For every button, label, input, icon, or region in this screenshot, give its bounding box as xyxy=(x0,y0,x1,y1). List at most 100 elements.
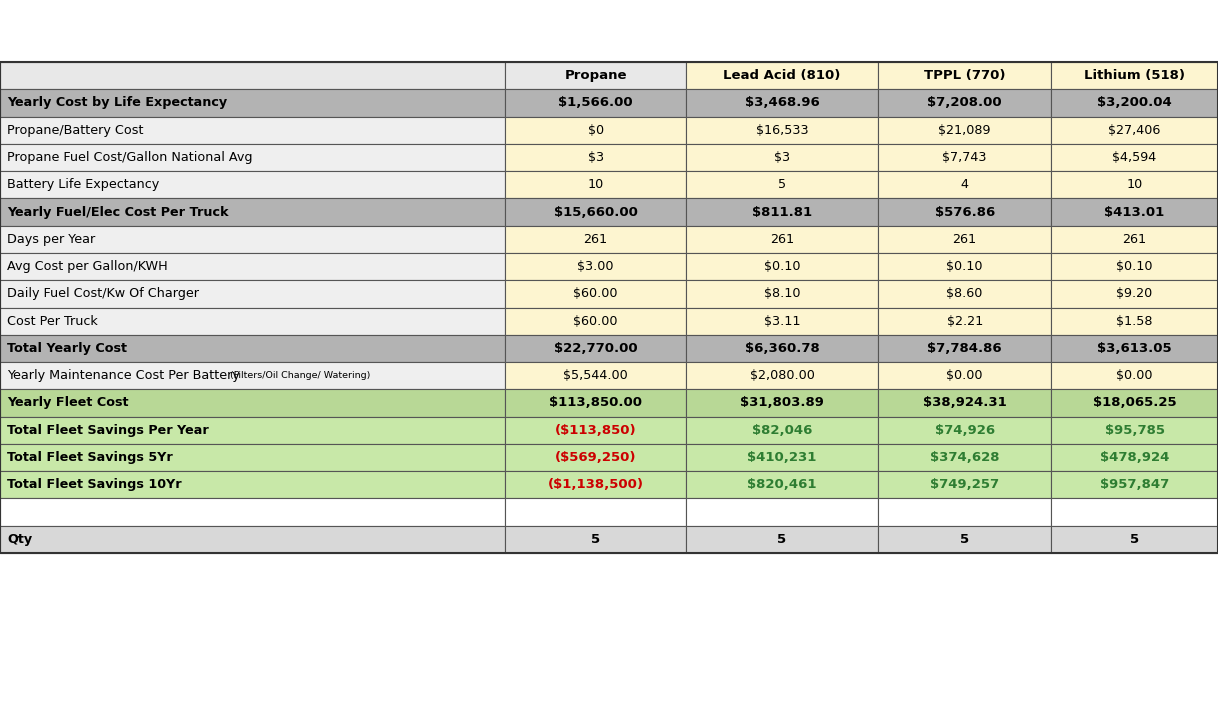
Bar xyxy=(1051,117,1218,143)
Bar xyxy=(1051,89,1218,117)
Text: $22,770.00: $22,770.00 xyxy=(554,342,637,355)
Bar xyxy=(1051,171,1218,198)
Text: $3,468.96: $3,468.96 xyxy=(744,97,820,110)
Bar xyxy=(0,307,505,335)
Text: $3: $3 xyxy=(773,151,790,164)
Bar xyxy=(1051,143,1218,171)
Bar xyxy=(878,307,1051,335)
Text: $3,200.04: $3,200.04 xyxy=(1097,97,1172,110)
Bar xyxy=(1051,362,1218,389)
Bar xyxy=(878,171,1051,198)
Bar xyxy=(505,526,686,553)
Bar xyxy=(505,171,686,198)
Bar xyxy=(0,417,505,444)
Bar xyxy=(686,307,878,335)
Text: 5: 5 xyxy=(778,178,786,191)
Text: 261: 261 xyxy=(583,233,608,246)
Text: 5: 5 xyxy=(777,533,787,546)
Text: ($569,250): ($569,250) xyxy=(555,451,636,464)
Bar xyxy=(686,143,878,171)
Bar xyxy=(0,89,505,117)
Text: Yearly Cost by Life Expectancy: Yearly Cost by Life Expectancy xyxy=(7,97,228,110)
Text: Yearly Fleet Cost: Yearly Fleet Cost xyxy=(7,397,129,410)
Text: Days per Year: Days per Year xyxy=(7,233,95,246)
Bar xyxy=(505,498,686,526)
Bar xyxy=(0,280,505,307)
Text: $3: $3 xyxy=(587,151,604,164)
Bar xyxy=(505,389,686,417)
Text: $7,208.00: $7,208.00 xyxy=(927,97,1002,110)
Bar xyxy=(878,117,1051,143)
Bar xyxy=(1051,62,1218,89)
Bar xyxy=(686,389,878,417)
Text: 5: 5 xyxy=(960,533,970,546)
Bar xyxy=(878,362,1051,389)
Text: $5,544.00: $5,544.00 xyxy=(563,369,628,382)
Bar xyxy=(0,143,505,171)
Bar xyxy=(878,389,1051,417)
Text: Avg Cost per Gallon/KWH: Avg Cost per Gallon/KWH xyxy=(7,260,168,273)
Text: Battery Life Expectancy: Battery Life Expectancy xyxy=(7,178,160,191)
Bar xyxy=(1051,280,1218,307)
Bar xyxy=(878,62,1051,89)
Bar xyxy=(1051,498,1218,526)
Text: Lithium (518): Lithium (518) xyxy=(1084,69,1185,82)
Text: $60.00: $60.00 xyxy=(574,288,618,301)
Text: Propane Fuel Cost/Gallon National Avg: Propane Fuel Cost/Gallon National Avg xyxy=(7,151,253,164)
Text: Propane vs Lead-Acid vs TPPL vs Lithium: Propane vs Lead-Acid vs TPPL vs Lithium xyxy=(307,22,672,40)
Text: Total Fleet Savings Per Year: Total Fleet Savings Per Year xyxy=(7,424,209,437)
Bar xyxy=(505,62,686,89)
Bar xyxy=(686,471,878,498)
Text: $21,089: $21,089 xyxy=(938,124,991,137)
Text: ($113,850): ($113,850) xyxy=(554,424,637,437)
Bar xyxy=(0,198,505,226)
Text: Yearly Fuel/Elec Cost Per Truck: Yearly Fuel/Elec Cost Per Truck xyxy=(7,205,229,218)
Bar xyxy=(1051,389,1218,417)
Text: $749,257: $749,257 xyxy=(931,478,999,491)
Text: Yearly Maintenance Cost Per Battery: Yearly Maintenance Cost Per Battery xyxy=(7,369,240,382)
Text: $374,628: $374,628 xyxy=(929,451,1000,464)
Text: Propane: Propane xyxy=(564,69,627,82)
Text: 10: 10 xyxy=(1127,178,1142,191)
Text: $413.01: $413.01 xyxy=(1105,205,1164,218)
Bar xyxy=(505,89,686,117)
Bar xyxy=(505,198,686,226)
Bar xyxy=(1051,526,1218,553)
Bar xyxy=(0,253,505,280)
Bar xyxy=(1051,335,1218,362)
Text: $0.10: $0.10 xyxy=(764,260,800,273)
Text: 4: 4 xyxy=(961,178,968,191)
Text: $0.00: $0.00 xyxy=(1117,369,1152,382)
Text: $478,924: $478,924 xyxy=(1100,451,1169,464)
Text: (Filters/Oil Change/ Watering): (Filters/Oil Change/ Watering) xyxy=(227,371,370,380)
Bar xyxy=(505,417,686,444)
Text: 5: 5 xyxy=(591,533,600,546)
Text: 261: 261 xyxy=(952,233,977,246)
Bar xyxy=(505,307,686,335)
Text: 5: 5 xyxy=(1130,533,1139,546)
Bar xyxy=(878,471,1051,498)
Text: $2,080.00: $2,080.00 xyxy=(749,369,815,382)
Text: $0.10: $0.10 xyxy=(946,260,983,273)
Text: Cost Per Truck: Cost Per Truck xyxy=(7,314,99,327)
Bar xyxy=(686,280,878,307)
Bar xyxy=(686,171,878,198)
Text: TPPL (770): TPPL (770) xyxy=(924,69,1005,82)
Bar xyxy=(505,280,686,307)
Text: $16,533: $16,533 xyxy=(755,124,809,137)
Bar xyxy=(0,117,505,143)
Bar xyxy=(505,143,686,171)
Bar xyxy=(0,444,505,471)
Bar xyxy=(1051,226,1218,253)
Bar xyxy=(878,444,1051,471)
Bar xyxy=(686,226,878,253)
Bar xyxy=(686,117,878,143)
Bar xyxy=(878,417,1051,444)
Bar xyxy=(878,280,1051,307)
Text: $6,360.78: $6,360.78 xyxy=(744,342,820,355)
Bar xyxy=(0,389,505,417)
Bar xyxy=(1051,471,1218,498)
Text: ($1,138,500): ($1,138,500) xyxy=(548,478,643,491)
Text: $3,613.05: $3,613.05 xyxy=(1097,342,1172,355)
Bar xyxy=(505,362,686,389)
